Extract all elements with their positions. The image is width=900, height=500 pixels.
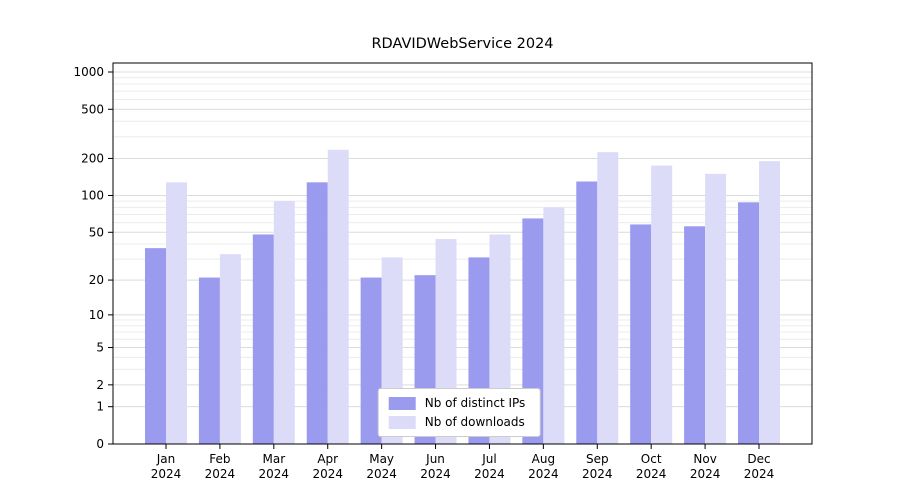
x-tick-label-month: Jun [425, 452, 445, 466]
bar-distinct-ips-feb [198, 277, 220, 444]
legend-swatch-downloads [388, 415, 416, 429]
legend: Nb of distinct IPs Nb of downloads [377, 388, 541, 437]
legend-label-distinct-ips: Nb of distinct IPs [424, 396, 526, 410]
x-tick-label-month: Aug [532, 452, 555, 466]
bar-distinct-ips-nov [684, 226, 706, 444]
bar-distinct-ips-dec [738, 202, 759, 444]
y-tick-label: 2 [96, 378, 104, 392]
bar-downloads-nov [705, 173, 727, 444]
x-tick-label-month: Apr [317, 452, 338, 466]
y-tick-label: 200 [81, 151, 104, 165]
x-tick-label-month: May [369, 452, 394, 466]
x-tick-label-year: 2024 [205, 467, 236, 481]
bar-downloads-apr [327, 149, 349, 444]
y-tick-label: 1 [96, 400, 104, 414]
plot-border [112, 62, 813, 445]
bar-downloads-oct [651, 165, 673, 444]
bar-downloads-mar [273, 201, 295, 444]
x-tick-label-month: Sep [586, 452, 609, 466]
legend-swatch-distinct-ips [388, 396, 416, 410]
bar-distinct-ips-aug [522, 218, 544, 444]
bar-downloads-dec [759, 161, 780, 444]
bar-distinct-ips-apr [306, 182, 328, 444]
x-tick-label-year: 2024 [744, 467, 775, 481]
y-tick-label: 0 [96, 437, 104, 451]
x-tick-label-month: Nov [693, 452, 716, 466]
bar-distinct-ips-sep [576, 181, 598, 444]
bar-downloads-aug [543, 207, 565, 444]
x-tick-label-month: Jan [156, 452, 176, 466]
y-tick-label: 5 [96, 341, 104, 355]
bar-downloads-jan [166, 182, 187, 444]
x-tick-label-year: 2024 [636, 467, 667, 481]
bar-distinct-ips-mar [252, 234, 274, 444]
y-tick-label: 20 [89, 273, 104, 287]
bar-distinct-ips-jan [145, 248, 166, 444]
y-tick-label: 500 [81, 102, 104, 116]
x-tick-label-year: 2024 [420, 467, 451, 481]
bar-downloads-sep [597, 152, 619, 444]
bar-distinct-ips-may [360, 277, 382, 444]
y-tick-label: 1000 [73, 65, 104, 79]
x-tick-label-month: Jul [481, 452, 496, 466]
x-tick-label-month: Oct [641, 452, 662, 466]
legend-label-downloads: Nb of downloads [424, 415, 525, 429]
x-tick-label-year: 2024 [259, 467, 290, 481]
x-tick-label-year: 2024 [582, 467, 613, 481]
bar-downloads-feb [219, 254, 241, 444]
x-tick-label-month: Dec [747, 452, 770, 466]
x-tick-label-year: 2024 [366, 467, 397, 481]
x-tick-label-month: Mar [262, 452, 285, 466]
y-tick-label: 100 [81, 189, 104, 203]
y-tick-label: 10 [89, 308, 104, 322]
legend-item-distinct-ips: Nb of distinct IPs [388, 396, 526, 410]
bar-distinct-ips-oct [630, 224, 652, 444]
x-tick-label-year: 2024 [528, 467, 559, 481]
legend-item-downloads: Nb of downloads [388, 415, 526, 429]
chart-title: RDAVIDWebService 2024 [371, 36, 554, 52]
x-tick-label-year: 2024 [151, 467, 182, 481]
y-tick-label: 50 [89, 225, 104, 239]
x-tick-label-year: 2024 [474, 467, 505, 481]
x-tick-label-year: 2024 [312, 467, 343, 481]
x-tick-label-month: Feb [209, 452, 230, 466]
x-tick-label-year: 2024 [690, 467, 721, 481]
